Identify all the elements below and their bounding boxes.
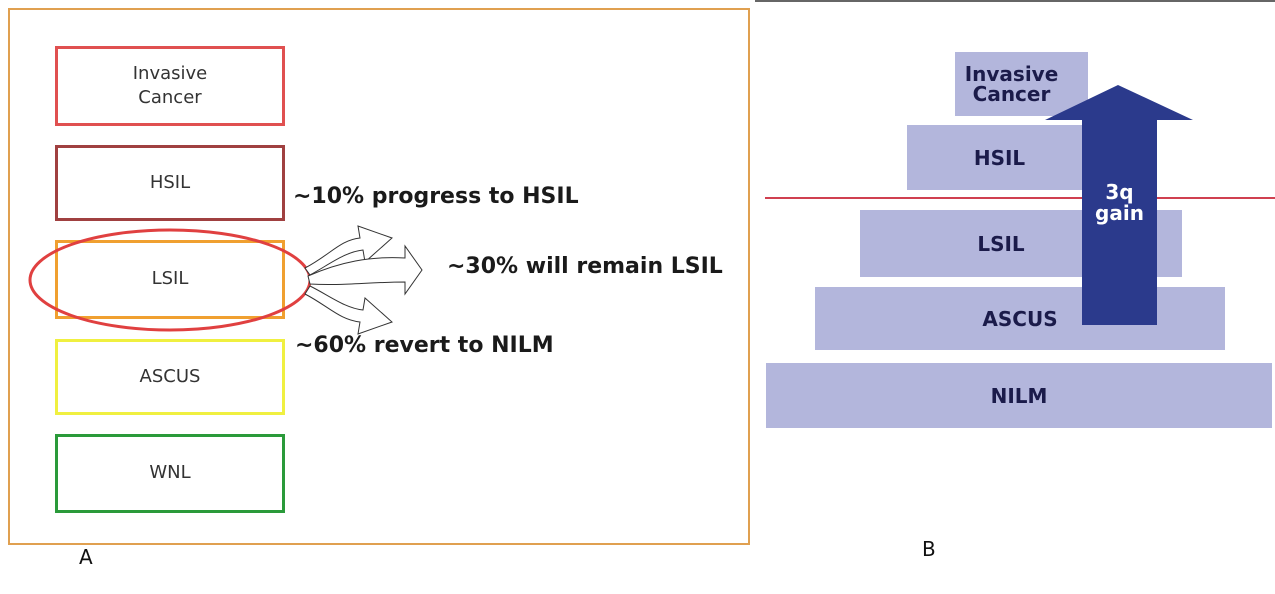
panel-label: A xyxy=(79,545,93,569)
box: ASCUS xyxy=(55,339,285,415)
panel-label: B xyxy=(922,537,936,561)
branch-arrows xyxy=(304,225,423,335)
annotation: ~10% progress to HSIL xyxy=(293,184,579,209)
gain-arrow-svg xyxy=(1045,85,1193,325)
arrow-up xyxy=(304,225,393,276)
highlight-ellipse xyxy=(28,228,312,332)
panel-a-frame xyxy=(8,8,750,545)
arrow-label: 3q gain xyxy=(1095,180,1144,225)
annotation: ~60% revert to NILM xyxy=(295,333,554,358)
overlay xyxy=(28,225,423,335)
box: WNL xyxy=(55,434,285,513)
level: NILM xyxy=(766,363,1272,428)
arrow-mid xyxy=(307,244,423,296)
annotation: ~30% will remain LSIL xyxy=(447,254,723,279)
box: LSIL xyxy=(55,240,285,319)
box: Invasive Cancer xyxy=(55,46,285,126)
level: Invasive Cancer xyxy=(955,52,1088,116)
box: HSIL xyxy=(55,145,285,221)
arrow-down xyxy=(304,285,393,335)
gain-arrow xyxy=(1045,85,1193,325)
